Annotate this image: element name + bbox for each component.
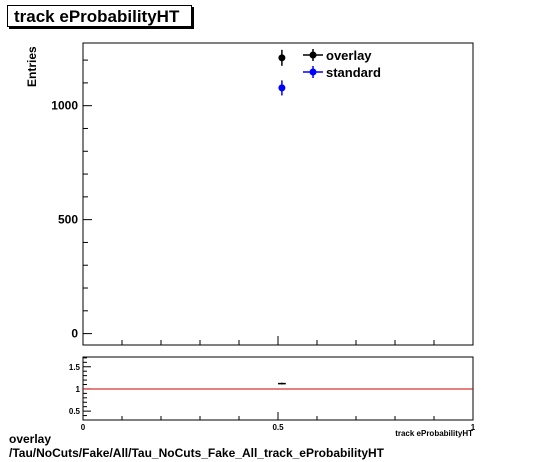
y-tick-label: 1000 <box>51 99 78 113</box>
main-frame <box>82 42 474 346</box>
title-box: track eProbabilityHT <box>7 5 192 27</box>
ratio-y-tick-label: 1.5 <box>69 363 81 372</box>
ratio-y-tick-label: 1 <box>76 385 81 394</box>
ratio-x-tick-label: 1 <box>471 423 476 432</box>
x-axis-label: track eProbabilityHT <box>395 429 473 438</box>
main-data-marks <box>278 49 286 96</box>
chart-title: track eProbabilityHT <box>14 7 180 26</box>
main-panel: 0 500 1000 Entries <box>25 42 474 346</box>
y-tick-label: 500 <box>58 213 78 227</box>
data-point-overlay <box>278 54 286 62</box>
legend: overlay standard <box>303 48 381 80</box>
data-point-standard <box>278 84 286 92</box>
legend-marker-overlay <box>309 51 317 59</box>
ratio-x-tick-label: 0 <box>81 423 86 432</box>
legend-marker-standard <box>309 68 317 76</box>
ratio-data-marks <box>278 382 286 385</box>
ratio-y-tick-label: 0.5 <box>69 407 81 416</box>
legend-label-standard: standard <box>326 65 381 80</box>
caption-line-2: /Tau/NoCuts/Fake/All/Tau_NoCuts_Fake_All… <box>9 446 384 460</box>
legend-label-overlay: overlay <box>326 48 372 63</box>
y-axis-label: Entries <box>25 46 39 87</box>
caption-line-1: overlay <box>9 432 52 446</box>
ratio-x-tick-label: 0.5 <box>272 423 284 432</box>
y-tick-label: 0 <box>71 327 78 341</box>
